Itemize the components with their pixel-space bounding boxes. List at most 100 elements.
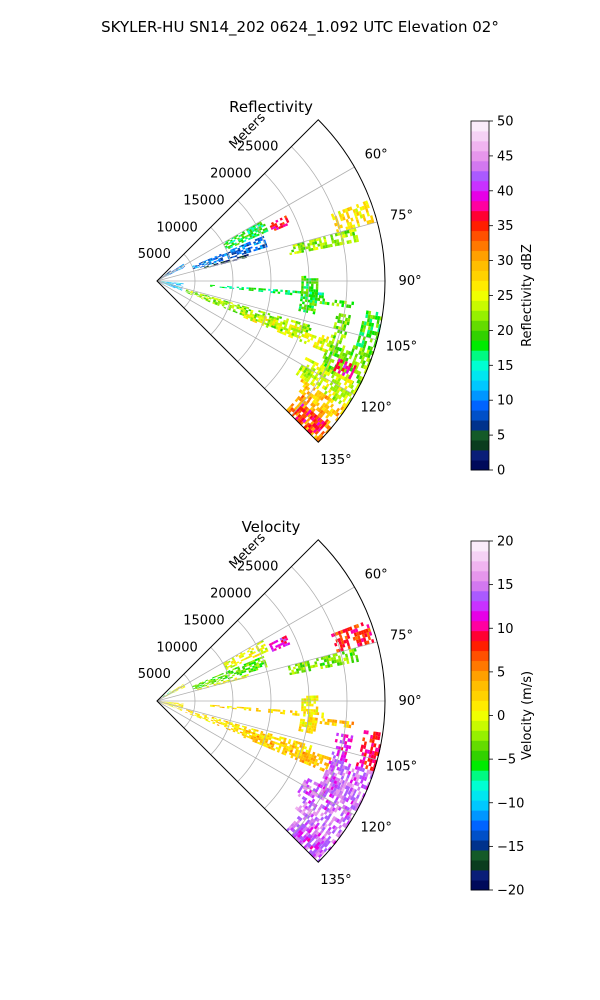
radar-gate <box>361 752 365 757</box>
radar-gate <box>248 709 252 711</box>
radar-gate <box>254 734 258 738</box>
radar-gate <box>316 753 321 757</box>
radar-gate <box>375 731 379 736</box>
radar-gate <box>308 820 313 825</box>
radar-gate <box>326 762 330 767</box>
radar-gate <box>315 237 319 242</box>
radar-gate <box>230 240 234 244</box>
radar-gate <box>334 299 338 304</box>
radar-gate <box>339 359 344 364</box>
radar-gate <box>293 406 298 411</box>
radar-gate <box>246 253 249 257</box>
radar-gate <box>244 244 247 248</box>
radar-gate <box>163 696 166 698</box>
radar-gate <box>310 665 314 669</box>
radar-gate <box>336 242 340 246</box>
radar-gate <box>367 345 371 351</box>
radar-gate <box>311 798 316 803</box>
radar-gate <box>334 652 338 657</box>
radar-gate <box>177 287 181 289</box>
radar-gate <box>359 206 363 211</box>
radar-gate <box>321 301 325 305</box>
radar-gate <box>212 301 216 304</box>
radar-gate <box>168 270 171 273</box>
radar-gate <box>339 337 344 342</box>
radar-gate <box>255 709 259 712</box>
radar-gate <box>243 309 247 312</box>
radar-gate <box>258 288 262 291</box>
radar-gate <box>231 662 235 665</box>
radar-gate <box>348 817 353 822</box>
radar-gate <box>307 299 311 303</box>
radar-gate <box>344 740 348 745</box>
radar-gate <box>230 256 233 259</box>
radar-gate <box>341 300 345 304</box>
radar-gate <box>314 723 317 727</box>
radar-gate <box>252 659 256 663</box>
radar-gate <box>195 292 198 294</box>
radar-gate <box>336 353 340 358</box>
radar-gate <box>246 230 250 233</box>
radar-gate <box>204 266 207 268</box>
radar-gate <box>269 322 273 326</box>
radar-gate <box>304 663 308 667</box>
radar-gate <box>160 276 163 279</box>
radar-gate <box>253 226 257 230</box>
radar-gate <box>330 794 335 799</box>
radar-gate <box>349 738 353 743</box>
radar-gate <box>239 311 243 314</box>
radar-gate <box>265 229 269 233</box>
radar-gate <box>176 689 179 691</box>
radar-gate <box>281 636 286 640</box>
radar-gate <box>245 316 249 320</box>
radar-gate <box>204 716 207 719</box>
radar-gate <box>319 414 324 419</box>
radar-gate <box>237 249 241 252</box>
radar-gate <box>310 294 313 298</box>
radar-gate <box>279 316 283 320</box>
radar-gate <box>362 629 367 634</box>
radar-gate <box>218 298 222 301</box>
radar-gate <box>176 282 179 284</box>
radar-gate <box>355 203 360 209</box>
radar-gate <box>164 282 167 283</box>
radar-gate <box>212 705 215 708</box>
radar-gate <box>250 668 254 671</box>
colorbar-swatch <box>471 600 489 612</box>
radar-gate <box>339 387 344 393</box>
radar-gate <box>212 678 216 681</box>
radar-gate <box>308 725 312 729</box>
radar-gate <box>338 313 342 317</box>
radar-gate <box>250 236 254 240</box>
radar-gate <box>228 241 232 245</box>
radar-gate <box>259 732 263 736</box>
radar-gate <box>197 713 201 715</box>
radar-gate <box>335 229 340 233</box>
radar-gate <box>161 281 165 283</box>
radar-gate <box>206 262 210 264</box>
radar-gate <box>344 320 348 325</box>
radar-gate <box>222 677 226 680</box>
radar-gate <box>315 292 319 296</box>
radar-gate <box>220 679 224 682</box>
radar-gate <box>334 364 339 369</box>
radar-gate <box>221 672 224 675</box>
panel-title: Reflectivity <box>229 98 313 116</box>
radar-gate <box>338 366 343 371</box>
radar-gate <box>173 284 176 286</box>
radar-gate <box>248 736 252 739</box>
radar-gate <box>185 291 188 293</box>
radar-gate <box>248 314 252 318</box>
radar-gate <box>178 284 182 285</box>
radar-gate <box>293 333 297 338</box>
radar-gate <box>324 301 328 305</box>
radar-gate <box>328 340 332 345</box>
radar-gate <box>268 737 272 741</box>
radar-gate <box>312 428 318 434</box>
radar-gate <box>335 832 340 837</box>
radar-gate <box>309 297 313 301</box>
radar-gate <box>176 283 179 285</box>
radar-gate <box>306 417 311 422</box>
radar-gate <box>304 721 308 725</box>
